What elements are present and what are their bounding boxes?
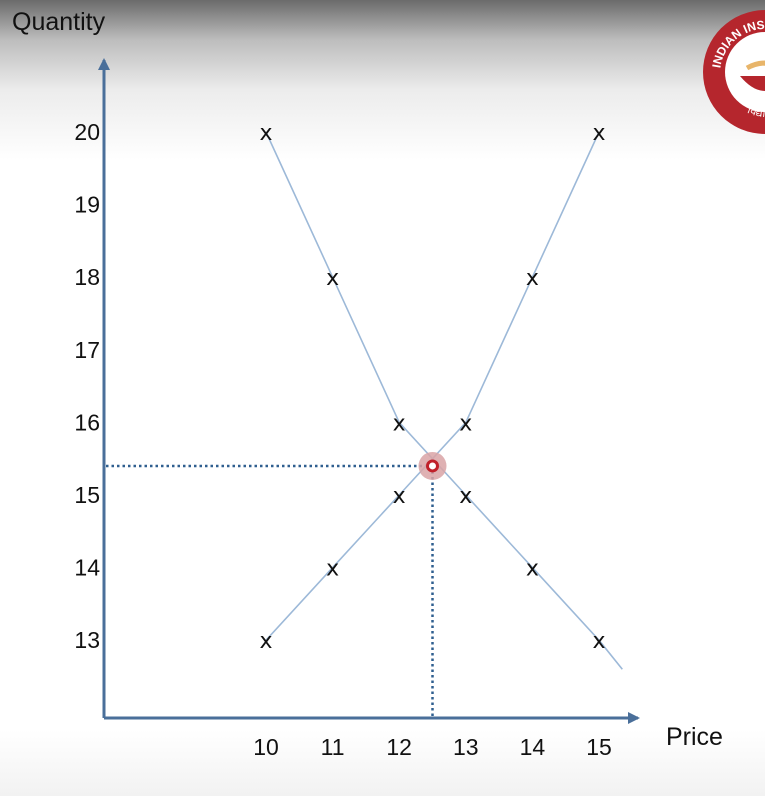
y-tick-label: 18 [74,264,100,290]
series-line-2 [265,131,600,641]
tick-labels: 10 11 12 13 14 15 13 14 15 16 17 18 19 20 [74,119,611,760]
equilibrium [418,451,447,480]
x-tick-label: 14 [520,734,546,760]
x-tick-label: 15 [586,734,612,760]
curves [265,131,623,670]
y-tick-label: 16 [74,409,100,435]
y-tick-label: 13 [74,627,100,653]
data-point-marker: x [526,557,539,582]
data-point-marker: x [326,557,339,582]
y-tick-label: 15 [74,482,100,508]
x-tick-label: 12 [386,734,412,760]
x-tick-label: 11 [321,734,345,760]
data-point-marker: x [259,121,272,146]
x-tick-label: 10 [253,734,279,760]
y-tick-label: 20 [74,119,100,145]
data-point-marker: x [592,121,605,146]
data-point-marker: x [393,484,406,509]
x-axis-title: Price [666,723,723,751]
x-tick-label: 13 [453,734,479,760]
data-point-marker: x [393,411,406,436]
institute-logo: INDIAN INSTITUTE OF विद्या [700,4,765,134]
data-point-marker: x [592,629,605,654]
equilibrium-guides [106,464,434,716]
data-point-marker: x [459,484,472,509]
logo-text-bottom: विद्या [746,103,765,120]
axes [98,58,640,724]
y-tick-label: 14 [74,555,100,581]
y-tick-label: 17 [74,337,100,363]
point-markers: x x x x x x x x x x x x [259,121,605,654]
data-point-marker: x [326,266,339,291]
y-axis-title: Quantity [12,8,106,36]
equilibrium-point [426,459,439,473]
logo-emblem [740,76,765,91]
data-point-marker: x [459,411,472,436]
data-point-marker: x [259,629,272,654]
data-point-marker: x [526,266,539,291]
series-line-1 [265,131,623,670]
y-tick-label: 19 [74,192,100,218]
